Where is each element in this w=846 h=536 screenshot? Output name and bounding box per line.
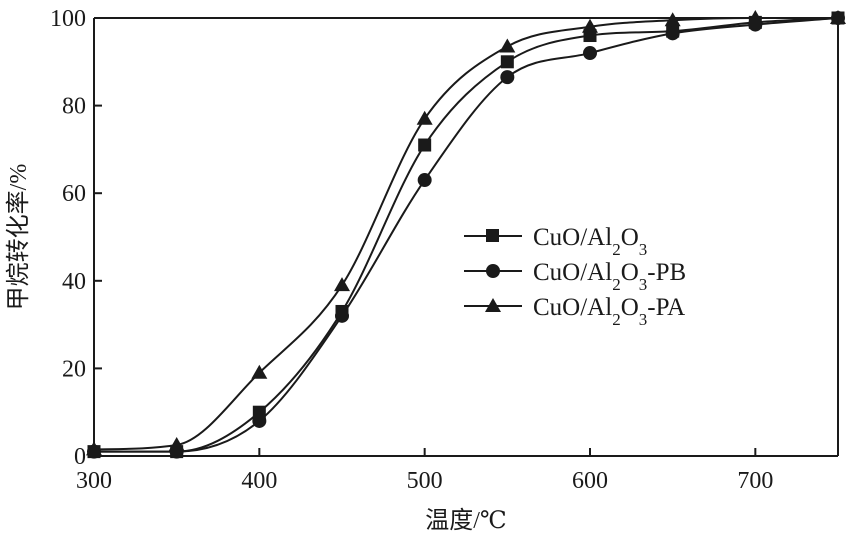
legend-label-cuo-al2o3-pa: CuO/Al2O3-PA [533, 294, 685, 329]
data-point-cuo-al2o3-pb [665, 26, 680, 41]
data-point-cuo-al2o3-pb [583, 46, 597, 61]
y-tick-label: 100 [50, 6, 86, 32]
data-point-cuo-al2o3-pa [416, 110, 433, 125]
x-axis-label: 温度/℃ [425, 507, 507, 534]
series-cuo-al2o3 [87, 11, 845, 459]
data-point-cuo-al2o3-pa [664, 12, 681, 27]
y-axis-label: 甲烷转化率/% [5, 164, 32, 311]
data-point-cuo-al2o3 [418, 138, 432, 152]
data-point-cuo-al2o3-pa [168, 437, 185, 452]
y-tick-label: 80 [62, 94, 86, 120]
data-point-cuo-al2o3-pa [86, 441, 102, 456]
legend-marker-circle [486, 264, 500, 278]
x-tick-label: 600 [572, 468, 608, 494]
x-tick-label: 700 [737, 468, 773, 494]
y-tick-label: 40 [62, 269, 86, 295]
legend-item-cuo-al2o3-pa: CuO/Al2O3-PA [464, 294, 685, 329]
data-point-cuo-al2o3-pb [417, 173, 432, 188]
y-tick-label: 20 [62, 356, 86, 382]
y-tick-label: 0 [74, 444, 86, 470]
data-point-cuo-al2o3 [500, 55, 514, 69]
legend-label-cuo-al2o3: CuO/Al2O3 [533, 224, 647, 259]
data-point-cuo-al2o3-pa [251, 364, 268, 379]
series-line-cuo-al2o3-pa [93, 16, 838, 451]
data-point-cuo-al2o3-pa [830, 10, 846, 24]
series-line-cuo-al2o3-pb [94, 17, 839, 453]
data-point-cuo-al2o3-pa [747, 10, 764, 24]
axes [93, 17, 839, 457]
data-point-cuo-al2o3-pb [335, 308, 349, 323]
series-cuo-al2o3-pb [87, 11, 845, 459]
series-layer [86, 10, 846, 459]
legend-item-cuo-al2o3-pb: CuO/Al2O3-PB [464, 259, 686, 294]
data-point-cuo-al2o3-pb [500, 70, 515, 85]
y-tick-label: 60 [62, 181, 86, 207]
x-ticks: 300 400 500 600 700 [76, 448, 773, 494]
legend: CuO/Al2O3 CuO/Al2O3-PB CuO/Al2O3-PA [464, 224, 686, 329]
data-point-cuo-al2o3-pa [582, 18, 598, 33]
data-point-cuo-al2o3-pa [499, 38, 516, 53]
x-tick-label: 400 [241, 468, 277, 494]
x-tick-label: 500 [407, 468, 443, 494]
x-tick-label: 300 [76, 468, 112, 494]
series-cuo-al2o3-pa [86, 10, 846, 456]
y-ticks: 0 20 40 60 80 100 [50, 6, 102, 470]
legend-item-cuo-al2o3: CuO/Al2O3 [464, 224, 647, 259]
legend-marker-triangle [485, 298, 501, 312]
data-point-cuo-al2o3-pb [252, 413, 267, 428]
series-line-cuo-al2o3 [94, 17, 839, 453]
data-point-cuo-al2o3-pa [334, 277, 350, 292]
legend-label-cuo-al2o3-pb: CuO/Al2O3-PB [533, 259, 686, 294]
legend-marker-square [486, 229, 499, 242]
